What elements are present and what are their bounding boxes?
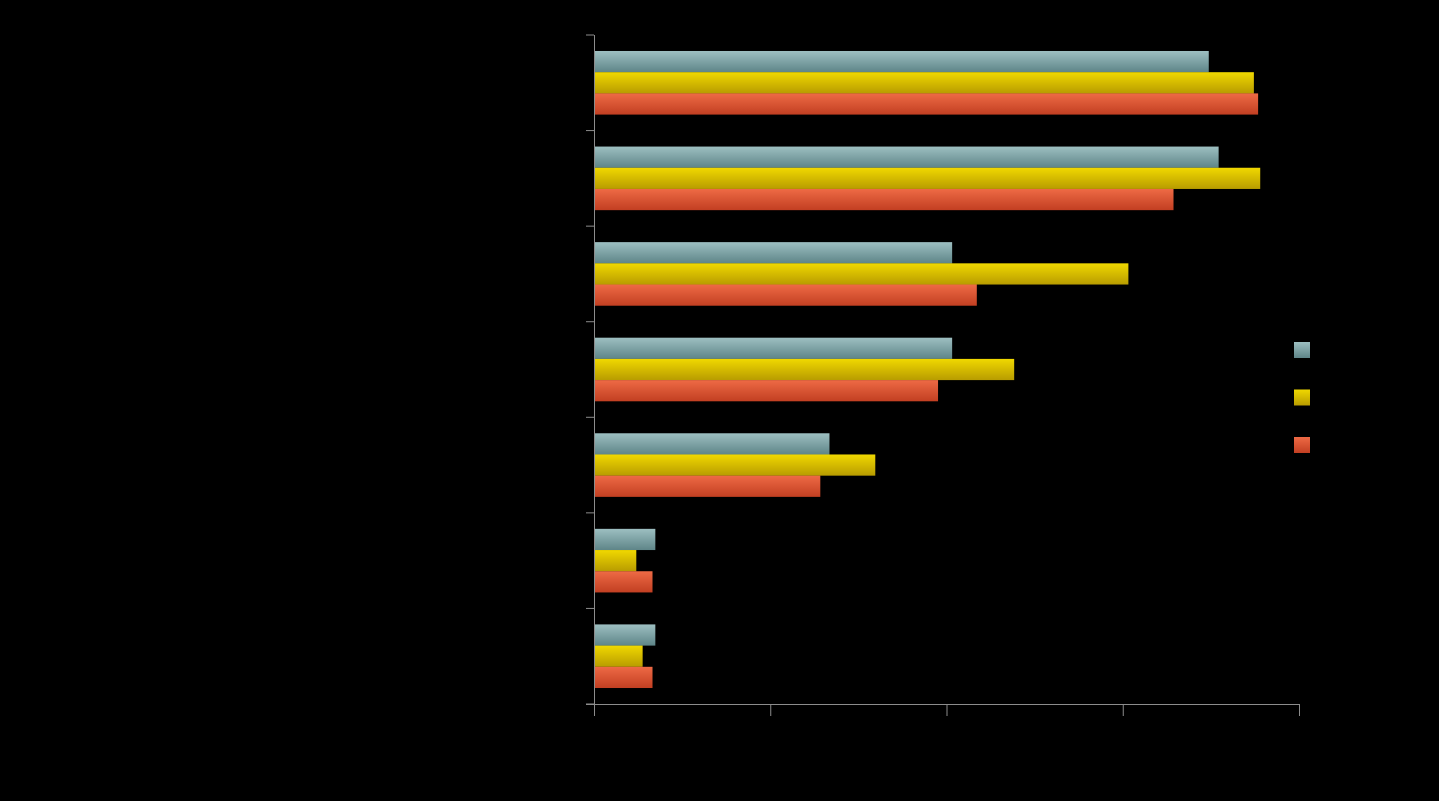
bar-cat0-series0 [594, 50, 1209, 73]
legend-swatch-series0 [1294, 342, 1310, 358]
bar-cat5-series2 [594, 571, 653, 593]
bar-cat6-series0 [594, 624, 656, 646]
bar-cat1-series2 [594, 188, 1174, 211]
bar-cat2-series2 [594, 284, 977, 306]
bar-cat6-series1 [594, 645, 643, 667]
bar-cat5-series1 [594, 550, 637, 572]
legend-swatch-series1 [1294, 389, 1310, 406]
bar-cat3-series1 [594, 358, 1015, 381]
bar-cat4-series0 [594, 433, 830, 455]
bar-cat2-series0 [594, 242, 953, 264]
bar-cat5-series0 [594, 528, 656, 551]
bar-cat6-series2 [594, 666, 653, 689]
bar-cat0-series2 [594, 93, 1259, 115]
bar-cat1-series1 [594, 167, 1261, 189]
bar-cat0-series1 [594, 72, 1254, 94]
legend [1294, 342, 1310, 453]
legend-swatch-series2 [1294, 437, 1310, 453]
bar-cat1-series0 [594, 146, 1219, 168]
bar-cat4-series2 [594, 475, 821, 497]
bar-cat3-series2 [594, 380, 939, 402]
axes-layer [586, 34, 1300, 716]
bar-cat2-series1 [594, 263, 1129, 285]
bar-cat3-series0 [594, 337, 953, 359]
bar-cat4-series1 [594, 454, 876, 476]
bars-layer [594, 50, 1261, 689]
